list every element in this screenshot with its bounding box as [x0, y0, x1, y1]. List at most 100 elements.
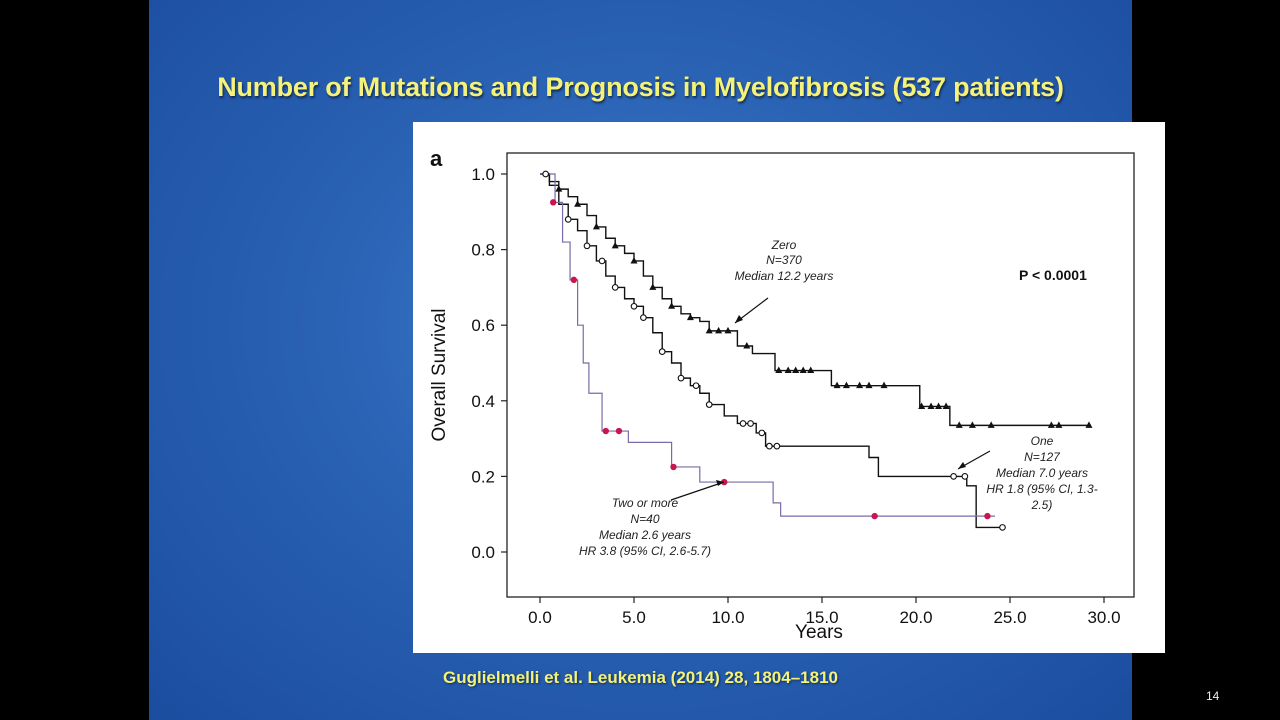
arrow-two — [670, 481, 725, 501]
censor-zero-27 — [968, 421, 976, 428]
x-tick-label-1: 5.0 — [622, 608, 646, 627]
page-number: 14 — [1206, 689, 1220, 703]
annotation-one-line-1: One — [1031, 434, 1054, 448]
censor-two-7 — [984, 512, 991, 520]
censor-zero-23 — [927, 402, 935, 409]
censor-zero-2 — [592, 222, 600, 230]
censor-zero-29 — [1047, 421, 1055, 428]
censor-zero-21 — [880, 381, 888, 389]
plot-frame — [506, 152, 1135, 598]
censor-one-15 — [773, 442, 781, 450]
chart-panel: 0.0 0.2 0.4 0.6 0.8 1.0 0.0 5.0 10.0 15.0 20.0 25.… — [413, 122, 1165, 653]
x-axis-label: Years — [795, 622, 843, 643]
y-axis-label: Overall Survival — [429, 308, 450, 441]
censor-zero-12 — [775, 366, 783, 374]
annotation-one-line-4: HR 1.8 (95% CI, 1.3- — [986, 482, 1097, 496]
censor-markers — [542, 170, 1093, 531]
censor-zero-15 — [799, 366, 807, 374]
arrow-zero-head — [735, 315, 743, 323]
y-tick-label-3: 0.6 — [471, 316, 495, 335]
arrow-two-head — [716, 480, 724, 486]
p-value: P < 0.0001 — [1019, 267, 1087, 283]
y-axis: 0.0 0.2 0.4 0.6 0.8 1.0 — [471, 165, 507, 562]
censor-zero-25 — [942, 402, 950, 409]
censor-two-4 — [670, 463, 677, 471]
censor-one-11 — [739, 420, 747, 427]
censor-one-0 — [542, 170, 549, 178]
y-tick-label-4: 0.8 — [471, 241, 495, 260]
censor-one-1 — [564, 216, 572, 223]
y-tick-label-0: 0.0 — [471, 543, 495, 562]
censor-zero-14 — [792, 366, 800, 374]
censor-two-5 — [721, 478, 728, 486]
censor-zero-0 — [555, 185, 563, 192]
censor-one-8 — [677, 374, 685, 382]
annotation-one-line-2: N=127 — [1024, 450, 1061, 464]
annotation-two-line-1: Two or more — [612, 496, 679, 510]
curve-zero — [540, 173, 1091, 427]
curve-two_or_more — [540, 173, 995, 517]
censor-zero-1 — [574, 200, 582, 207]
x-tick-label-6: 30.0 — [1087, 608, 1120, 627]
censor-zero-17 — [833, 381, 841, 389]
censor-one-9 — [692, 382, 700, 390]
annotation-two-or-more: Two or more N=40 Median 2.6 years HR 3.8… — [579, 496, 711, 558]
annotation-two-line-4: HR 3.8 (95% CI, 2.6-5.7) — [579, 544, 711, 558]
censor-zero-20 — [865, 381, 873, 389]
censor-zero-22 — [918, 402, 926, 409]
annotation-one-line-3: Median 7.0 years — [996, 466, 1088, 480]
panel-label: a — [430, 146, 443, 171]
censor-zero-9 — [715, 326, 723, 334]
censor-one-14 — [766, 442, 773, 450]
arrow-one-head — [958, 462, 966, 469]
censor-zero-4 — [630, 256, 638, 264]
x-tick-label-5: 25.0 — [993, 608, 1026, 627]
annotation-two-line-2: N=40 — [630, 512, 659, 526]
annotation-zero-line-2: N=370 — [766, 253, 802, 267]
censor-zero-13 — [784, 366, 792, 374]
censor-zero-5 — [649, 283, 657, 290]
y-tick-label-5: 1.0 — [471, 165, 495, 184]
censor-two-6 — [871, 512, 878, 520]
censor-one-16 — [950, 473, 957, 480]
censor-two-2 — [602, 427, 609, 435]
annotation-two-line-3: Median 2.6 years — [599, 528, 691, 542]
censor-zero-10 — [724, 326, 732, 334]
censor-two-0 — [549, 199, 557, 206]
censor-zero-28 — [987, 421, 995, 428]
y-tick-label-2: 0.4 — [471, 392, 495, 411]
censor-zero-11 — [743, 341, 751, 349]
x-tick-label-0: 0.0 — [528, 608, 552, 627]
annotation-zero-line-3: Median 12.2 years — [735, 269, 834, 283]
slide-title: Number of Mutations and Prognosis in Mye… — [217, 72, 1064, 102]
censor-zero-31 — [1085, 421, 1093, 428]
censor-one-17 — [961, 473, 969, 480]
censor-zero-3 — [611, 241, 619, 249]
censor-one-7 — [658, 348, 666, 356]
x-tick-label-3: 15.0 — [805, 608, 838, 627]
annotation-zero-line-1: Zero — [771, 238, 797, 252]
censor-zero-16 — [807, 366, 815, 374]
slide: Number of Mutations and Prognosis in Mye… — [149, 0, 1219, 720]
x-tick-label-4: 20.0 — [899, 608, 932, 627]
censor-zero-6 — [668, 302, 676, 309]
censor-zero-24 — [935, 402, 943, 409]
x-tick-label-2: 10.0 — [711, 608, 744, 627]
censor-zero-26 — [955, 421, 963, 428]
censor-one-18 — [999, 524, 1006, 531]
censor-zero-8 — [705, 326, 713, 334]
survival-chart: 0.0 0.2 0.4 0.6 0.8 1.0 0.0 5.0 10.0 15.0 20.0 25.… — [429, 146, 1135, 643]
annotation-one: One N=127 Median 7.0 years HR 1.8 (95% C… — [986, 434, 1097, 512]
x-axis: 0.0 5.0 10.0 15.0 20.0 25.0 30.0 — [528, 597, 1121, 627]
censor-one-4 — [611, 284, 619, 291]
censor-one-5 — [630, 302, 638, 310]
censor-zero-7 — [686, 313, 694, 321]
censor-one-12 — [747, 420, 754, 427]
curve-one — [540, 173, 1005, 529]
censor-one-6 — [640, 314, 647, 321]
citation: Guglielmelli et al. Leukemia (2014) 28, … — [442, 668, 838, 687]
censor-one-3 — [598, 257, 606, 265]
annotation-one-line-5: 2.5) — [1031, 498, 1053, 512]
annotation-zero: Zero N=370 Median 12.2 years — [735, 238, 834, 283]
censor-zero-30 — [1055, 421, 1063, 428]
